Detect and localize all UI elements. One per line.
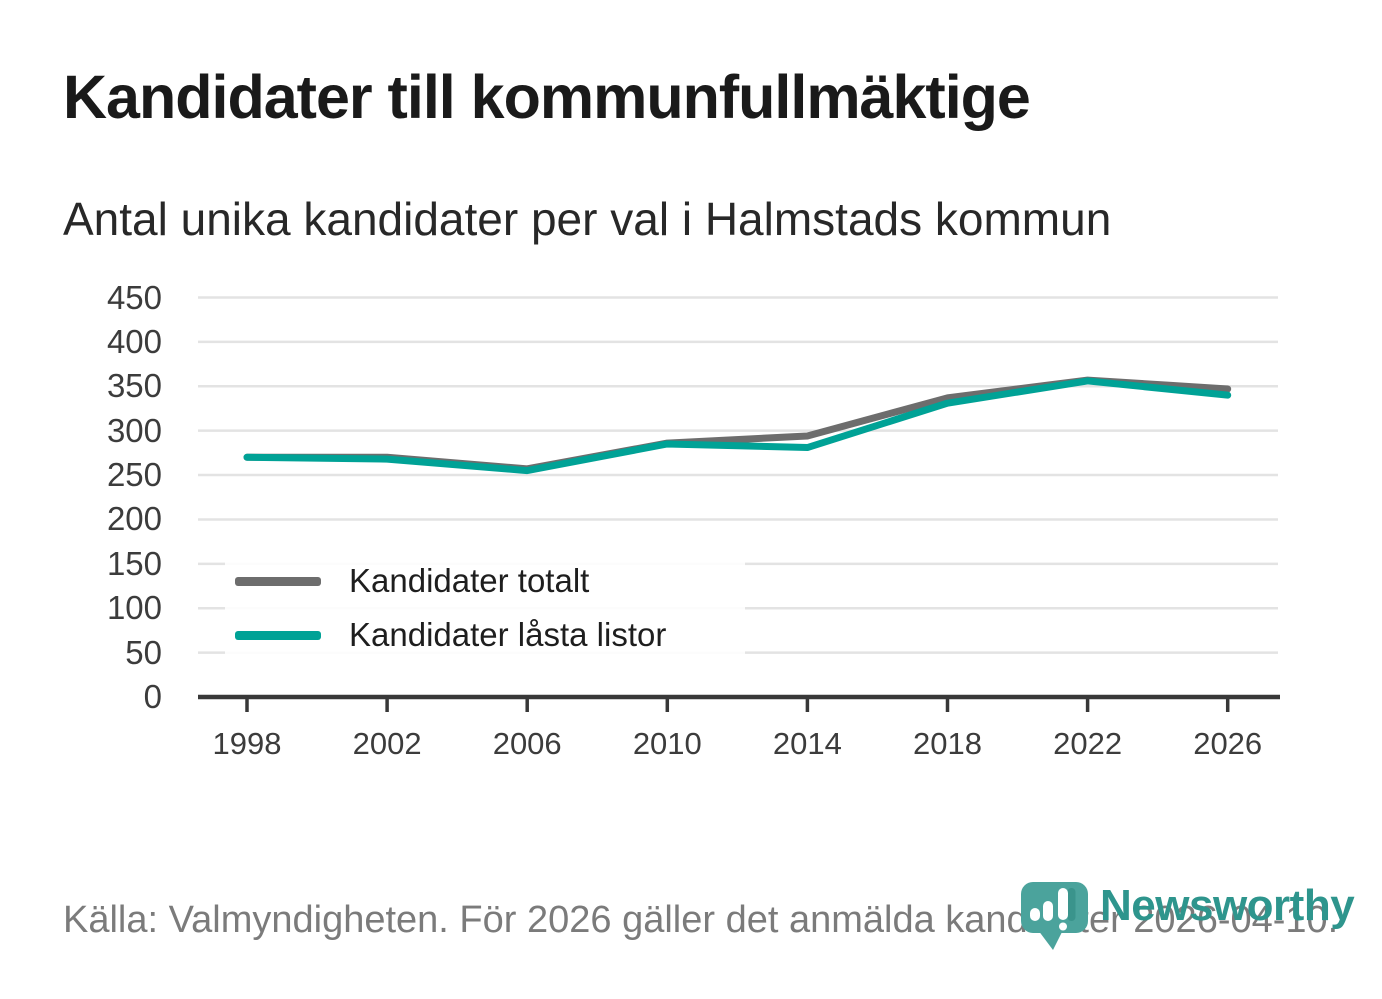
x-tick-label: 2002 <box>352 726 422 761</box>
legend-swatch-total-icon <box>235 576 321 586</box>
y-tick-label: 250 <box>106 456 162 494</box>
x-tick-label: 2026 <box>1193 726 1263 761</box>
chart-legend: Kandidater totalt Kandidater låsta listo… <box>225 548 745 672</box>
page-subtitle: Antal unika kandidater per val i Halmsta… <box>63 193 1112 245</box>
page-title: Kandidater till kommunfullmäktige <box>63 63 1031 131</box>
y-tick-label: 350 <box>106 367 162 405</box>
y-tick-label: 50 <box>125 633 162 671</box>
y-tick-label: 400 <box>106 322 162 360</box>
newsworthy-branding: Newsworthy <box>1008 874 1355 964</box>
x-tick-label: 2010 <box>632 726 702 761</box>
legend-label-total: Kandidater totalt <box>349 562 590 599</box>
x-tick-label: 2006 <box>492 726 562 761</box>
legend-label-locked-lists: Kandidater låsta listor <box>349 616 667 653</box>
x-tick-label: 1998 <box>212 726 282 761</box>
x-tick-label: 2014 <box>772 726 842 761</box>
y-tick-label: 450 <box>106 278 162 316</box>
y-tick-label: 150 <box>106 544 162 582</box>
y-tick-label: 200 <box>106 500 162 538</box>
newsworthy-logo-icon <box>1021 882 1088 950</box>
x-tick-label: 2018 <box>913 726 982 761</box>
legend-item-total: Kandidater totalt <box>235 554 731 608</box>
legend-item-locked-lists: Kandidater låsta listor <box>235 608 731 662</box>
y-tick-label: 300 <box>106 411 162 449</box>
source-note: Källa: Valmyndigheten. För 2026 gäller d… <box>63 899 1339 941</box>
newsworthy-wordmark: Newsworthy <box>1100 881 1355 930</box>
y-tick-label: 100 <box>106 589 162 627</box>
x-tick-label: 2022 <box>1053 726 1123 761</box>
legend-swatch-locked-lists-icon <box>235 630 321 640</box>
y-tick-label: 0 <box>143 678 162 715</box>
